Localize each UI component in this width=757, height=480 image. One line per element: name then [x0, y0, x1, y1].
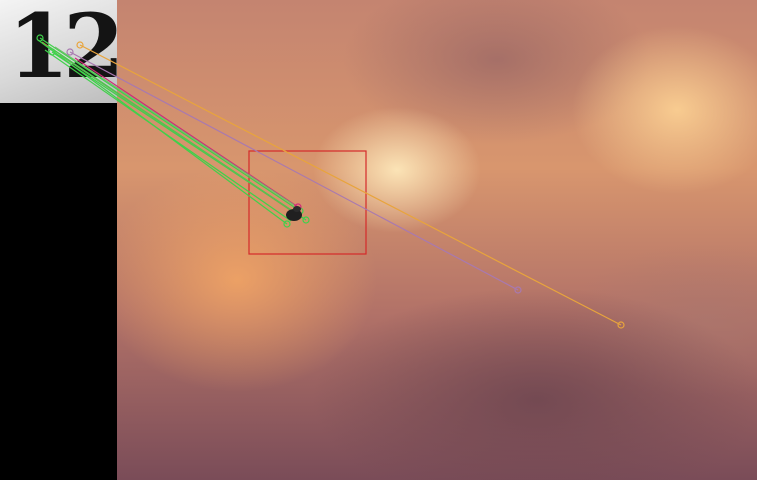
match-line: [74, 57, 299, 208]
keypoint: [66, 48, 74, 56]
keypoint: [76, 41, 84, 49]
detection-box: [248, 150, 367, 255]
match-line: [59, 54, 301, 217]
match-line: [54, 46, 295, 206]
cloud-sky-image: [117, 0, 757, 480]
keypoint: [283, 220, 291, 228]
keypoint: [36, 34, 44, 42]
match-line: [69, 51, 519, 291]
keypoint: [48, 48, 56, 56]
keypoint: [617, 321, 625, 329]
keypoint-cluster: [286, 206, 302, 221]
match-line: [39, 37, 301, 212]
match-line: [44, 49, 292, 222]
match-line: [79, 44, 622, 326]
keypoint: [514, 286, 522, 294]
keypoint: [302, 216, 310, 224]
